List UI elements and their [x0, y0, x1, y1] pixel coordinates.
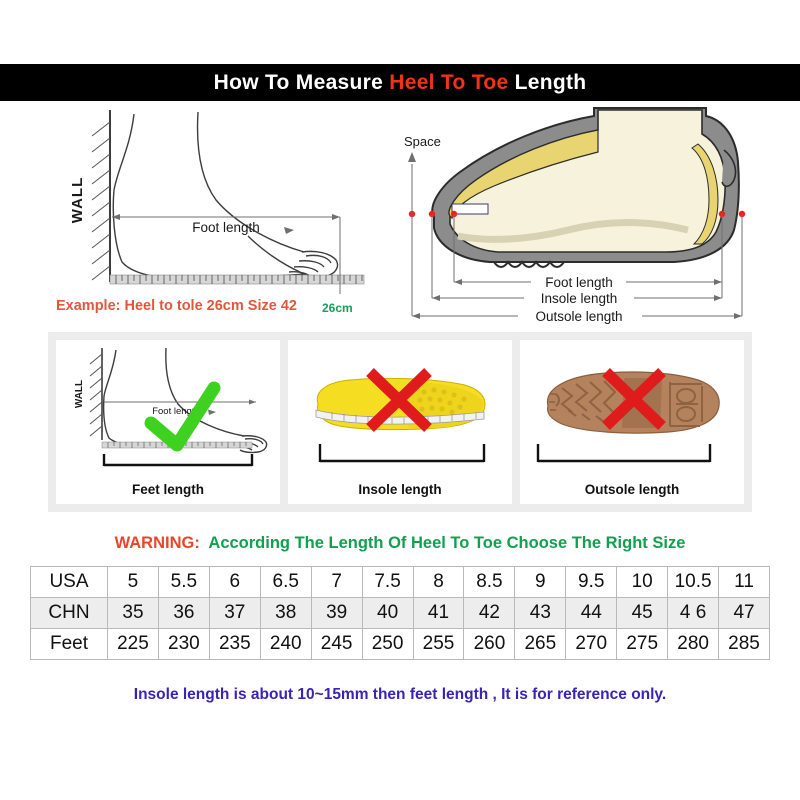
table-row: Feet 225 230 235 240 245 250 255 260 265… — [30, 628, 770, 660]
cell-chn-3: 38 — [259, 597, 312, 629]
example-text: Example: Heel to tole 26cm Size 42 — [56, 298, 297, 314]
table-row: CHN 35 36 37 38 39 40 41 42 43 44 45 4 6… — [30, 597, 770, 629]
top-diagrams-row: WALL — [0, 104, 800, 326]
title-part-3: Length — [508, 70, 587, 94]
shoe-cross-section-diagram: Space Foot length Insole length — [398, 104, 788, 326]
comparison-panels: WALL — [48, 332, 752, 512]
cell-usa-5: 7.5 — [361, 566, 414, 598]
panel-outsole-length-caption: Outsole length — [584, 482, 680, 497]
panel-outsole-length-art — [520, 340, 744, 468]
cell-usa-3: 6.5 — [259, 566, 312, 598]
cell-chn-9: 44 — [565, 597, 618, 629]
foot-length-inner-label: Foot length — [152, 406, 200, 417]
row-header-chn: CHN — [30, 597, 108, 629]
cell-chn-10: 45 — [616, 597, 669, 629]
cell-usa-9: 9.5 — [565, 566, 618, 598]
panel-insole-length-caption: Insole length — [358, 482, 442, 497]
example-measurement: 26cm — [322, 301, 353, 315]
cell-feet-6: 255 — [412, 628, 465, 660]
cell-feet-2: 235 — [208, 628, 261, 660]
cell-feet-5: 250 — [361, 628, 414, 660]
warning-label: WARNING: — [114, 534, 200, 552]
cell-feet-7: 260 — [463, 628, 516, 660]
cell-usa-0: 5 — [107, 566, 159, 598]
cell-usa-12: 11 — [718, 566, 770, 598]
cell-usa-2: 6 — [208, 566, 261, 598]
panel-feet-length-art: WALL — [56, 340, 280, 468]
cell-feet-0: 225 — [107, 628, 159, 660]
foot-length-label: Foot length — [192, 220, 260, 235]
cell-usa-8: 9 — [514, 566, 567, 598]
cell-feet-4: 245 — [310, 628, 363, 660]
panel-feet-length-caption: Feet length — [131, 482, 204, 497]
cross-icon — [366, 368, 432, 432]
title-banner: How To Measure Heel To Toe Length — [0, 64, 800, 101]
warning-row: WARNING: According The Length Of Heel To… — [0, 534, 800, 553]
wall-label: WALL — [69, 177, 86, 224]
check-icon — [144, 381, 221, 452]
cell-feet-8: 265 — [514, 628, 567, 660]
example-caption-row: Example: Heel to tole 26cm Size 42 26cm — [0, 298, 800, 322]
cell-chn-1: 36 — [157, 597, 210, 629]
cell-chn-7: 42 — [463, 597, 516, 629]
tape-measure — [315, 409, 485, 425]
size-table-wrapper: USA 5 5.5 6 6.5 7 7.5 8 8.5 9 9.5 10 10.… — [30, 566, 770, 660]
panel-insole-length: Insole length — [288, 340, 512, 504]
space-label: Space — [404, 134, 441, 149]
cell-feet-9: 270 — [565, 628, 618, 660]
cell-chn-12: 47 — [718, 597, 770, 629]
cell-usa-10: 10 — [616, 566, 669, 598]
cell-feet-3: 240 — [259, 628, 312, 660]
panel-insole-length-art — [288, 340, 512, 468]
cell-chn-0: 35 — [107, 597, 159, 629]
title-part-1: How To Measure — [213, 70, 390, 94]
cell-chn-11: 4 6 — [667, 597, 720, 629]
size-table: USA 5 5.5 6 6.5 7 7.5 8 8.5 9 9.5 10 10.… — [30, 566, 770, 660]
cell-chn-4: 39 — [310, 597, 363, 629]
page-title: How To Measure Heel To Toe Length — [214, 71, 587, 95]
title-part-highlight: Heel To Toe — [389, 70, 509, 94]
cell-feet-10: 275 — [616, 628, 669, 660]
row-header-feet: Feet — [30, 628, 108, 660]
cell-chn-6: 41 — [412, 597, 465, 629]
cell-feet-12: 285 — [718, 628, 770, 660]
cell-usa-7: 8.5 — [463, 566, 516, 598]
cell-chn-2: 37 — [208, 597, 261, 629]
foot-against-wall-diagram: WALL — [48, 104, 398, 326]
insole-length-label: Insole length — [541, 291, 618, 306]
outsole-length-label: Outsole length — [535, 309, 622, 324]
panel-feet-length: WALL — [56, 340, 280, 504]
panel-outsole-length: Outsole length — [520, 340, 744, 504]
foot-length-label: Foot length — [545, 275, 613, 290]
cell-usa-1: 5.5 — [157, 566, 210, 598]
warning-message: According The Length Of Heel To Toe Choo… — [199, 534, 686, 552]
cell-usa-6: 8 — [412, 566, 465, 598]
row-header-usa: USA — [30, 566, 108, 598]
cell-usa-4: 7 — [310, 566, 363, 598]
cell-feet-1: 230 — [157, 628, 210, 660]
cell-usa-11: 10.5 — [667, 566, 720, 598]
footer-note: Insole length is about 10~15mm then feet… — [133, 686, 667, 703]
cell-chn-5: 40 — [361, 597, 414, 629]
cell-feet-11: 280 — [667, 628, 720, 660]
wall-label: WALL — [74, 380, 85, 408]
cross-icon — [602, 368, 666, 430]
table-row: USA 5 5.5 6 6.5 7 7.5 8 8.5 9 9.5 10 10.… — [30, 566, 770, 598]
cell-chn-8: 43 — [514, 597, 567, 629]
